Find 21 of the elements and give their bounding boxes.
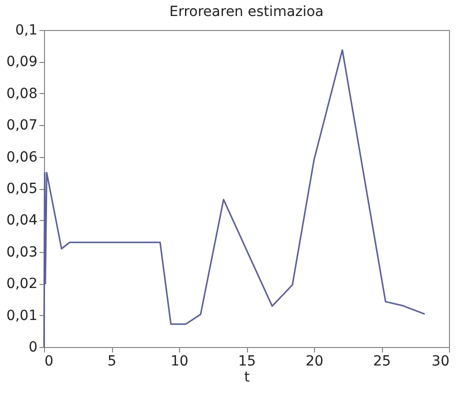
line-series	[43, 49, 426, 348]
chart-title: Errorearen estimazioa	[169, 4, 324, 20]
x-tick-label: 25	[373, 354, 391, 370]
x-tick-label: 0	[44, 354, 54, 370]
x-tick-label: 10	[170, 354, 188, 370]
y-tick-label: 0,05	[6, 181, 38, 197]
x-tick-label: 20	[306, 354, 324, 370]
y-tick-label: 0,06	[6, 149, 38, 166]
y-tick-label: 0,01	[6, 308, 38, 324]
y-tick-label: 0,02	[6, 276, 38, 292]
x-tick-label: 5	[108, 354, 116, 370]
y-tick-label: 0,09	[6, 54, 38, 70]
y-tick-label: 0,07	[6, 118, 38, 134]
x-tick-label: 30	[432, 354, 450, 370]
x-axis-title: t	[244, 370, 250, 386]
y-tick-label: 0,04	[6, 212, 38, 229]
y-tick-label: 0,1	[15, 22, 38, 38]
y-tick-label: 0	[28, 340, 38, 356]
y-tick-label: 0,03	[6, 244, 38, 260]
x-tick-label: 15	[238, 354, 256, 370]
y-tick-label: 0,08	[6, 86, 38, 102]
